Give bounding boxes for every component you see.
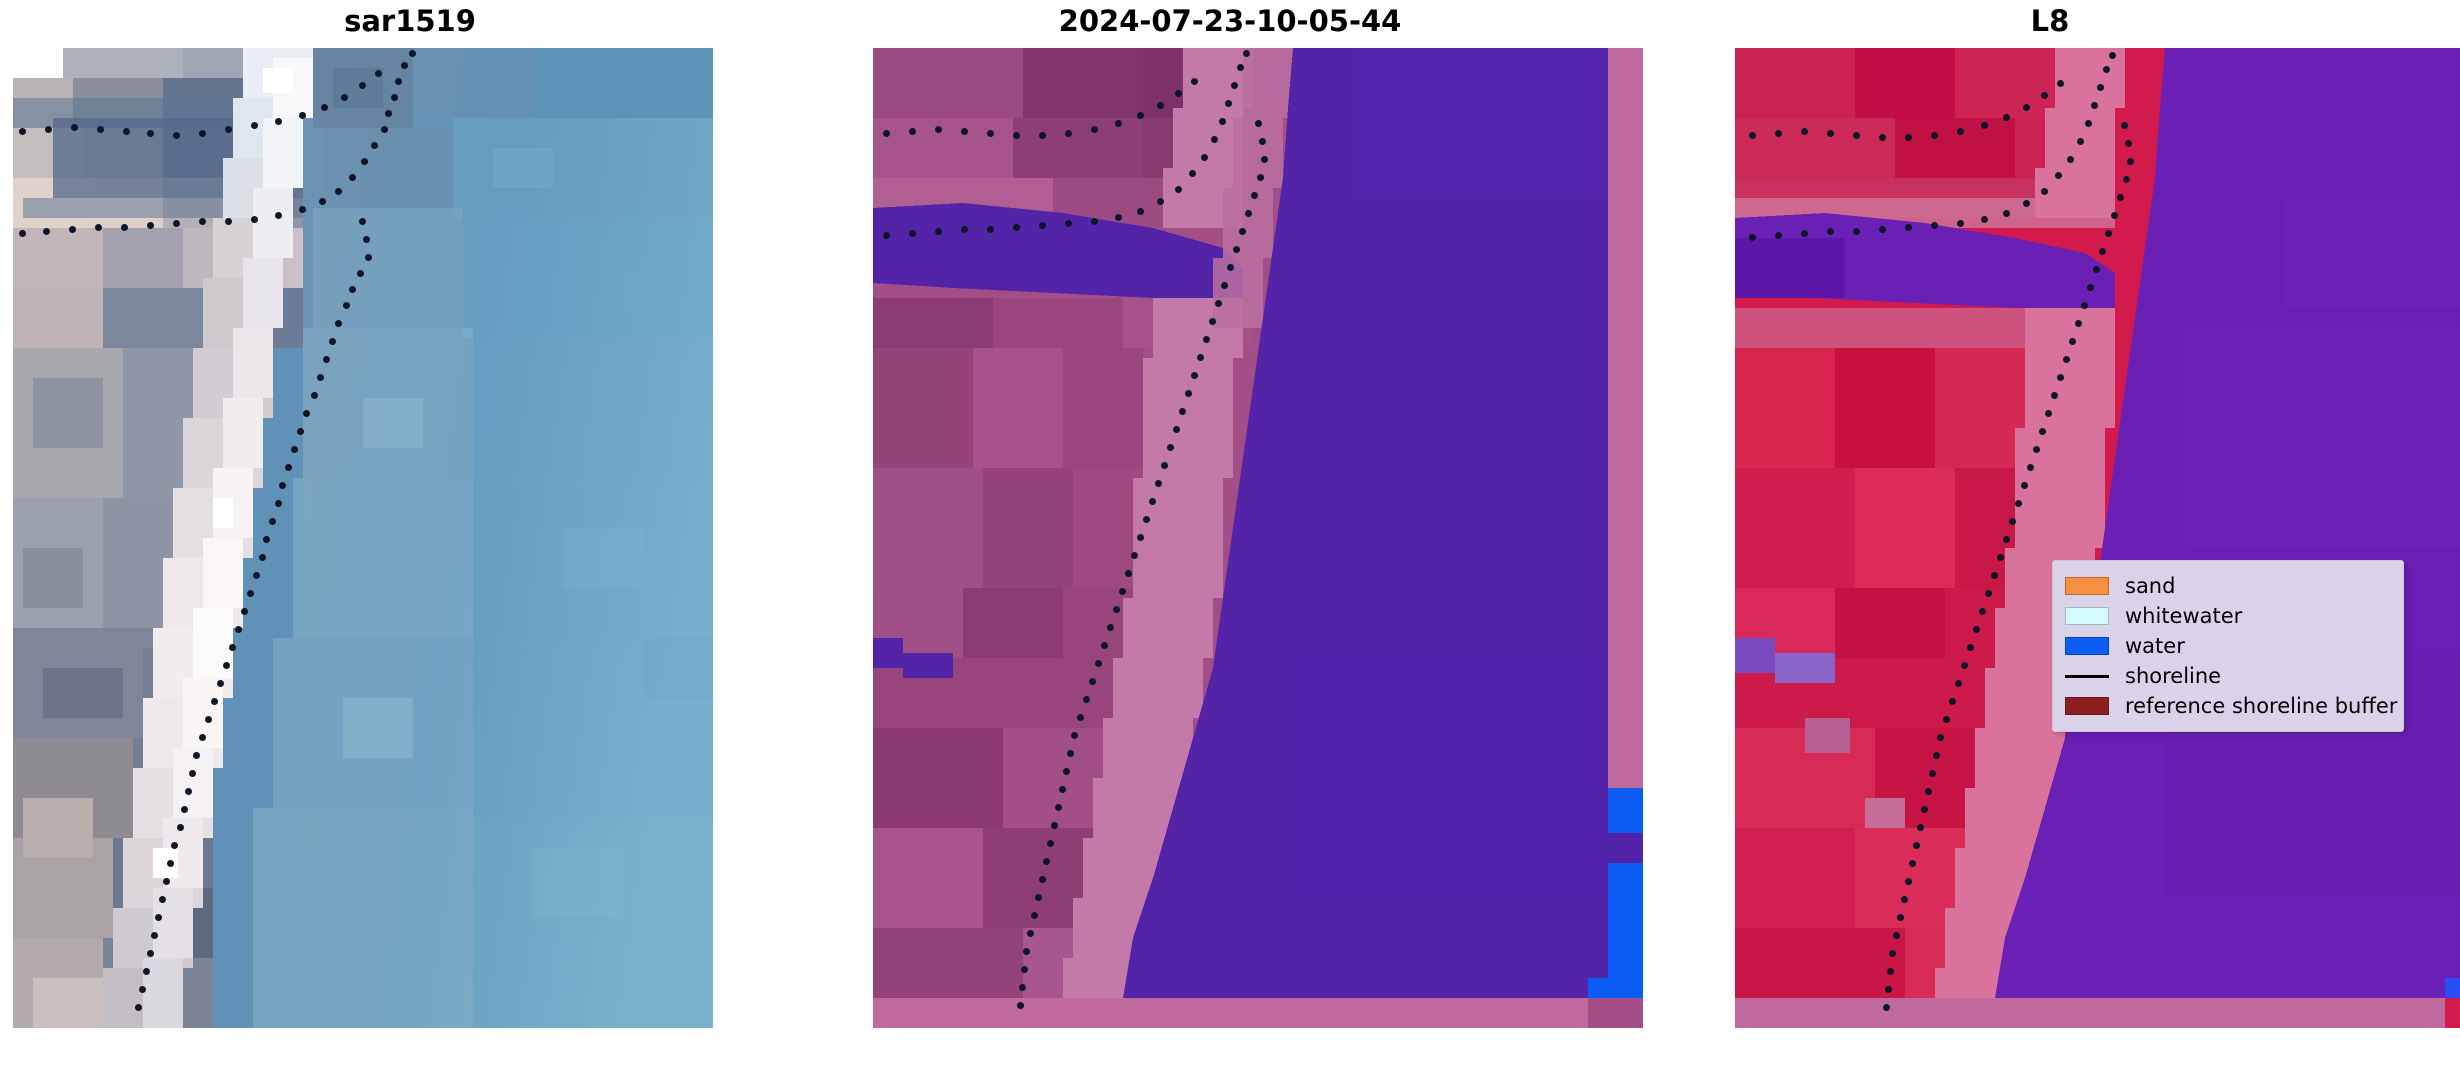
legend-row-reference-shoreline-buffer: reference shoreline buffer — [2065, 691, 2397, 721]
legend: sand whitewater water shoreline referenc… — [2052, 560, 2404, 732]
legend-swatch-water — [2065, 637, 2109, 655]
sar-image-sar1519 — [13, 48, 713, 1028]
panel-title-2: L8 — [2030, 4, 2070, 38]
legend-label-shoreline: shoreline — [2125, 664, 2222, 688]
axes-l8[interactable] — [1735, 48, 2460, 1028]
legend-line-shoreline — [2065, 667, 2109, 685]
panel-title-1: 2024-07-23-10-05-44 — [1058, 4, 1402, 38]
legend-row-water: water — [2065, 631, 2391, 661]
axes-2024-07-23-10-05-44[interactable] — [873, 48, 1643, 1028]
legend-row-shoreline: shoreline — [2065, 661, 2391, 691]
legend-swatch-sand — [2065, 577, 2109, 595]
legend-swatch-reference-shoreline-buffer — [2065, 697, 2109, 715]
legend-row-whitewater: whitewater — [2065, 601, 2391, 631]
legend-swatch-whitewater — [2065, 607, 2109, 625]
panel-sar1519: sar1519 — [0, 0, 820, 1065]
panel-2024-07-23-10-05-44: 2024-07-23-10-05-44 — [820, 0, 2404, 1065]
legend-label-whitewater: whitewater — [2125, 604, 2243, 628]
panel-l8: L8 — [1640, 0, 2460, 1065]
legend-label-water: water — [2125, 634, 2185, 658]
panel-title-0: sar1519 — [344, 4, 476, 38]
legend-row-sand: sand — [2065, 571, 2391, 601]
legend-label-sand: sand — [2125, 574, 2176, 598]
legend-label-reference-shoreline-buffer: reference shoreline buffer — [2125, 694, 2398, 718]
axes-sar1519[interactable] — [13, 48, 713, 1028]
classified-image-l8 — [1735, 48, 2460, 1028]
classified-image-2024-07-23-10-05-44 — [873, 48, 1643, 1028]
